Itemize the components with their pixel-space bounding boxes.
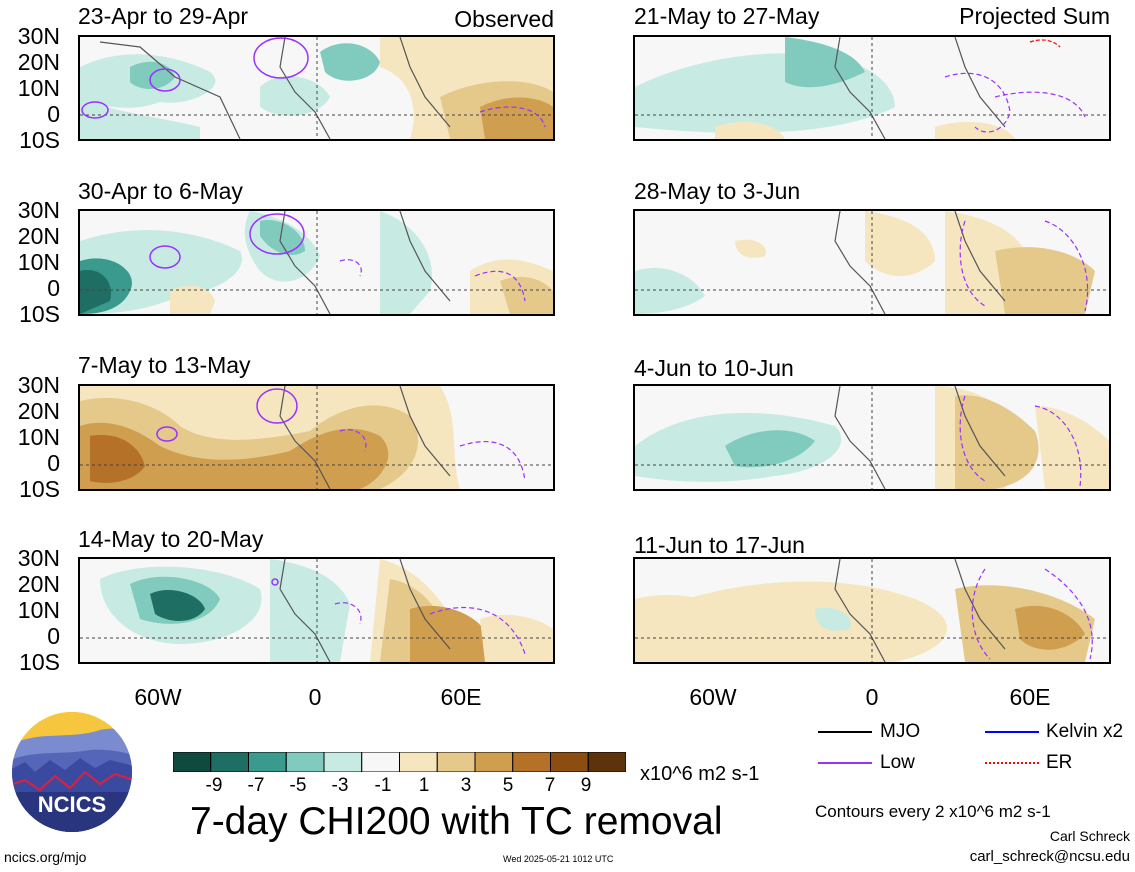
colorbar-swatches bbox=[172, 751, 627, 773]
lat-label: 10N bbox=[17, 597, 60, 623]
lat-label: 30N bbox=[17, 545, 60, 571]
colorbar-swatch bbox=[587, 751, 627, 773]
panel-title: 23-Apr to 29-Apr bbox=[78, 3, 249, 29]
lat-label: 30N bbox=[17, 197, 60, 223]
site-url: ncics.org/mjo bbox=[4, 849, 87, 865]
logo-text: NCICS bbox=[38, 792, 106, 817]
colorbar-tick: -5 bbox=[289, 775, 307, 796]
map-projected-4 bbox=[635, 559, 1109, 662]
colorbar-tick: 9 bbox=[580, 775, 592, 796]
colorbar-tick: -7 bbox=[247, 775, 265, 796]
map-panel-observed-2 bbox=[78, 209, 555, 316]
map-observed-1 bbox=[80, 37, 553, 139]
colorbar-tick: 3 bbox=[460, 775, 472, 796]
map-observed-3 bbox=[80, 386, 553, 489]
lat-label: 10N bbox=[17, 424, 60, 450]
observed-label: Observed bbox=[454, 6, 554, 32]
lat-label: 0 bbox=[47, 623, 60, 649]
lat-label: 0 bbox=[47, 450, 60, 476]
panel-title: 28-May to 3-Jun bbox=[634, 178, 801, 204]
map-panel-observed-1 bbox=[78, 35, 555, 141]
colorbar-swatch bbox=[550, 751, 589, 773]
map-projected-1 bbox=[635, 37, 1109, 139]
legend-line-kelvin bbox=[985, 731, 1039, 733]
map-panel-observed-4 bbox=[78, 557, 555, 664]
map-panel-projected-4 bbox=[633, 557, 1111, 664]
lon-label: 0 bbox=[308, 684, 322, 710]
panel-title: 7-May to 13-May bbox=[78, 352, 251, 378]
colorbar-swatch bbox=[210, 751, 249, 773]
lon-label: 60E bbox=[440, 684, 482, 710]
lon-label: 60E bbox=[1009, 684, 1051, 710]
panel-title: 4-Jun to 10-Jun bbox=[634, 355, 794, 381]
colorbar-tick: 5 bbox=[502, 775, 514, 796]
lat-label: 30N bbox=[17, 23, 60, 49]
legend-label-kelvin: Kelvin x2 bbox=[1046, 721, 1124, 742]
panel-title: 21-May to 27-May bbox=[634, 3, 820, 29]
lat-label: 10N bbox=[17, 249, 60, 275]
map-panel-projected-3 bbox=[633, 384, 1111, 491]
colorbar-swatch bbox=[436, 751, 476, 773]
lat-label: 10N bbox=[17, 75, 60, 101]
contour-note: Contours every 2 x10^6 m2 s-1 bbox=[815, 802, 1051, 821]
author-email: carl_schreck@ncsu.edu bbox=[969, 848, 1130, 865]
lon-label: 60W bbox=[689, 684, 737, 710]
map-projected-2 bbox=[635, 211, 1109, 314]
colorbar-tick: -3 bbox=[331, 775, 349, 796]
colorbar-swatch bbox=[248, 751, 287, 773]
legend-label-low: Low bbox=[880, 752, 915, 773]
lat-label: 20N bbox=[17, 223, 60, 249]
colorbar-swatch bbox=[512, 751, 551, 773]
panel-title: 14-May to 20-May bbox=[78, 526, 264, 552]
map-projected-3 bbox=[635, 386, 1109, 489]
colorbar-swatch bbox=[399, 751, 438, 773]
colorbar bbox=[172, 751, 627, 773]
lon-label: 60W bbox=[134, 684, 182, 710]
lat-label: 30N bbox=[17, 372, 60, 398]
lat-label: 10S bbox=[19, 649, 60, 675]
logo-icon: NCICS bbox=[12, 712, 132, 832]
colorbar-swatch bbox=[474, 751, 514, 773]
colorbar-swatch bbox=[172, 751, 212, 773]
map-panel-observed-3 bbox=[78, 384, 555, 491]
timestamp: Wed 2025-05-21 1012 UTC bbox=[503, 854, 614, 864]
lat-label: 20N bbox=[17, 398, 60, 424]
lat-label: 20N bbox=[17, 571, 60, 597]
colorbar-units: x10^6 m2 s-1 bbox=[640, 763, 760, 785]
legend-line-low bbox=[818, 762, 872, 764]
legend-line-mjo bbox=[818, 731, 872, 733]
colorbar-tick: 1 bbox=[418, 775, 430, 796]
lat-label: 20N bbox=[17, 49, 60, 75]
panel-title: 11-Jun to 17-Jun bbox=[634, 532, 805, 558]
colorbar-swatch bbox=[323, 751, 363, 773]
colorbar-swatch bbox=[361, 751, 400, 773]
ncics-logo: NCICS bbox=[10, 710, 134, 834]
lat-label: 10S bbox=[19, 476, 60, 502]
lat-label: 0 bbox=[47, 101, 60, 127]
colorbar-tick: 7 bbox=[544, 775, 556, 796]
projected-label: Projected Sum bbox=[959, 3, 1110, 29]
lon-label: 0 bbox=[865, 684, 879, 710]
colorbar-tick: -1 bbox=[374, 775, 392, 796]
legend-label-er: ER bbox=[1046, 752, 1073, 773]
main-title: 7-day CHI200 with TC removal bbox=[190, 800, 723, 843]
lat-label: 10S bbox=[19, 127, 60, 153]
map-panel-projected-1 bbox=[633, 35, 1111, 141]
map-observed-2 bbox=[80, 211, 553, 314]
colorbar-swatch bbox=[285, 751, 325, 773]
map-observed-4 bbox=[80, 559, 553, 662]
lat-label: 0 bbox=[47, 275, 60, 301]
author: Carl Schreck bbox=[1049, 828, 1130, 844]
legend-label-mjo: MJO bbox=[880, 721, 921, 742]
legend-line-er bbox=[985, 762, 1039, 764]
panel-title: 30-Apr to 6-May bbox=[78, 178, 243, 204]
lat-label: 10S bbox=[19, 301, 60, 327]
map-panel-projected-2 bbox=[633, 209, 1111, 316]
colorbar-tick: -9 bbox=[205, 775, 223, 796]
